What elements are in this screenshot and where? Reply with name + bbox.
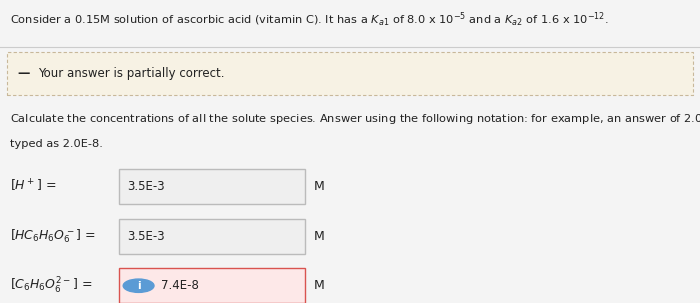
FancyBboxPatch shape	[7, 52, 693, 95]
Text: M: M	[314, 180, 324, 193]
Text: M: M	[314, 230, 324, 243]
Text: typed as 2.0E-8.: typed as 2.0E-8.	[10, 139, 104, 149]
FancyBboxPatch shape	[119, 268, 304, 303]
Text: Calculate the concentrations of all the solute species. Answer using the followi: Calculate the concentrations of all the …	[10, 109, 700, 128]
Text: $[H^+]$ =: $[H^+]$ =	[10, 178, 57, 195]
FancyBboxPatch shape	[119, 169, 304, 204]
Text: $[C_6H_6O_6^{2-}]$ =: $[C_6H_6O_6^{2-}]$ =	[10, 276, 93, 296]
Text: —: —	[18, 67, 30, 80]
Text: i: i	[136, 281, 141, 291]
Text: 7.4E-8: 7.4E-8	[161, 279, 199, 292]
Text: Consider a 0.15M solution of ascorbic acid (vitamin C). It has a $K_{a1}$ of 8.0: Consider a 0.15M solution of ascorbic ac…	[10, 11, 609, 29]
Text: M: M	[314, 279, 324, 292]
FancyBboxPatch shape	[119, 219, 304, 254]
Text: Your answer is partially correct.: Your answer is partially correct.	[38, 67, 225, 80]
Circle shape	[123, 279, 154, 292]
Text: $[HC_6H_6O_6^-]$ =: $[HC_6H_6O_6^-]$ =	[10, 228, 96, 245]
Text: 3.5E-3: 3.5E-3	[127, 180, 165, 193]
Text: 3.5E-3: 3.5E-3	[127, 230, 165, 243]
